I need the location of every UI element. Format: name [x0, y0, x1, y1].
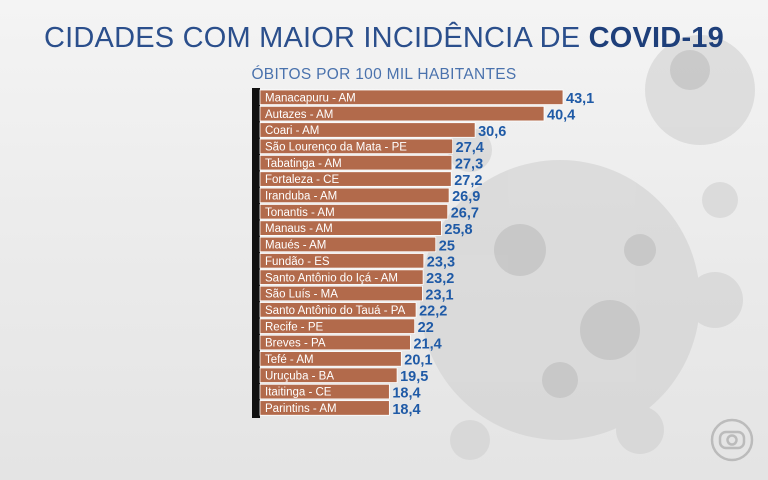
bar-category-label: Fundão - ES: [265, 256, 330, 268]
bar-5: [259, 171, 452, 187]
bar-4: [259, 154, 453, 171]
bar-14: [259, 318, 416, 334]
y-axis-bar: [252, 88, 260, 418]
bar-category-label: Manaus - AM: [265, 223, 333, 235]
bar-category-label: Tabatinga - AM: [265, 158, 342, 170]
bar-category-label: Fortaleza - CE: [265, 174, 339, 186]
bar-category-label: Maués - AM: [265, 240, 326, 252]
bar-13: [259, 302, 417, 318]
chart-subtitle: ÓBITOS POR 100 MIL HABITANTES: [251, 66, 517, 83]
bar-3: [259, 138, 454, 155]
bar-value-label: 22,2: [419, 304, 447, 320]
bars-layer: Manacapuru - AM 43,1 Autazes - AM 40,4 Coari…: [259, 89, 594, 418]
bar-2: [259, 122, 476, 138]
bar-value-label: 23,2: [426, 271, 454, 287]
bar-7: [259, 204, 449, 220]
bar-category-label: Coari - AM: [265, 125, 319, 137]
bar-value-label: 23,1: [425, 287, 453, 303]
title-main: CIDADES COM MAIOR INCIDÊNCIA DE: [44, 22, 581, 54]
bar-value-label: 23,3: [427, 255, 455, 271]
bar-15: [259, 334, 411, 351]
bar-value-label: 27,3: [455, 157, 483, 173]
bar-16: [259, 351, 402, 367]
bar-value-label: 25: [439, 238, 455, 254]
bar-9: [259, 236, 437, 253]
bar-category-label: Santo Antônio do Tauá - PA: [265, 305, 406, 317]
bar-value-label: 18,4: [392, 402, 420, 418]
bar-6: [259, 187, 450, 204]
bar-category-label: Autazes - AM: [265, 109, 333, 121]
bar-category-label: Tonantis - AM: [265, 207, 335, 219]
bar-value-label: 27,4: [456, 140, 484, 156]
title-emphasis: COVID-19: [588, 22, 724, 54]
bar-8: [259, 220, 442, 236]
bar-category-label: Breves - PA: [265, 338, 326, 350]
bar-value-label: 21,4: [413, 336, 441, 352]
bar-10: [259, 253, 425, 269]
bar-value-label: 40,4: [547, 107, 575, 123]
bar-category-label: Manacapuru - AM: [265, 92, 356, 104]
bar-value-label: 43,1: [566, 91, 594, 107]
bar-17: [259, 367, 398, 383]
bar-12: [259, 285, 423, 302]
bar-category-label: Recife - PE: [265, 321, 323, 333]
bar-value-label: 20,1: [404, 353, 432, 369]
bar-category-label: São Luís - MA: [265, 289, 338, 301]
bar-category-label: Tefé - AM: [265, 354, 314, 366]
bar-category-label: Santo Antônio do Içá - AM: [265, 272, 398, 284]
bar-value-label: 26,9: [452, 189, 480, 205]
bar-19: [259, 400, 390, 416]
bar-1: [259, 105, 545, 122]
bar-value-label: 18,4: [392, 385, 420, 401]
bar-18: [259, 383, 390, 400]
bar-value-label: 25,8: [444, 222, 472, 238]
bar-category-label: Parintins - AM: [265, 403, 337, 415]
bar-category-label: São Lourenço da Mata - PE: [265, 141, 407, 153]
bar-11: [259, 269, 424, 285]
bar-category-label: Uruçuba - BA: [265, 370, 334, 382]
bar-category-label: Iranduba - AM: [265, 191, 337, 203]
bar-value-label: 22: [418, 320, 434, 336]
chart-title: CIDADES COM MAIOR INCIDÊNCIA DE COVID-19: [0, 22, 768, 55]
bar-value-label: 30,6: [478, 124, 506, 140]
bar-value-label: 27,2: [454, 173, 482, 189]
bar-0: [259, 89, 564, 106]
tv-logo-icon: [710, 418, 754, 462]
bar-category-label: Itaitinga - CE: [265, 387, 332, 399]
bar-value-label: 19,5: [400, 369, 428, 385]
bar-value-label: 26,7: [451, 206, 479, 222]
